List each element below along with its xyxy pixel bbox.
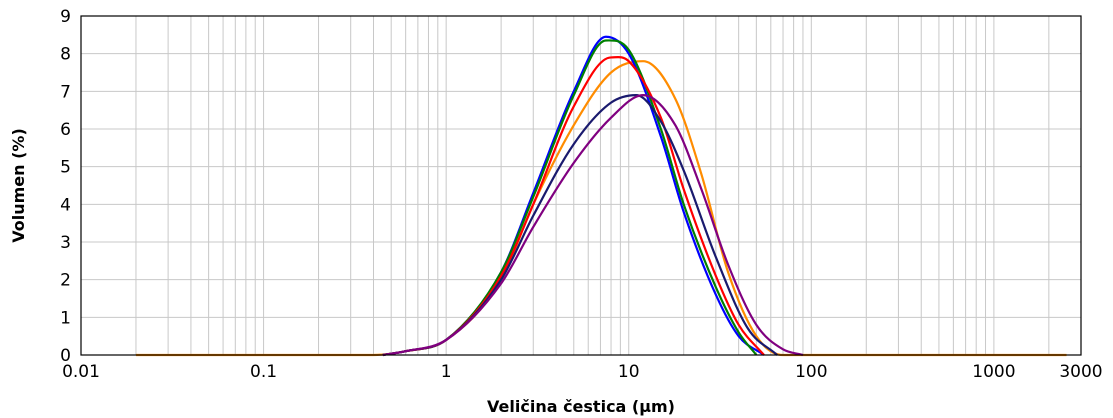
series-line-6: [382, 94, 804, 357]
y-tick-label: 2: [60, 271, 71, 291]
series-line-3: [382, 39, 758, 357]
y-axis-label: Volumen (%): [9, 128, 28, 243]
x-tick-label: 0.1: [250, 362, 277, 382]
y-tick-label: 9: [60, 7, 71, 27]
series-line-1: [135, 60, 1067, 357]
x-tick-labels: 0.01 0.1 1 10 100 1000 3000: [62, 362, 1103, 382]
y-tick-label: 6: [60, 120, 71, 140]
y-tick-label: 5: [60, 158, 71, 178]
x-tick-label: 3000: [1059, 362, 1102, 382]
series-line-5: [382, 94, 778, 357]
x-tick-label: 100: [795, 362, 827, 382]
x-tick-label: 1000: [972, 362, 1015, 382]
y-tick-label: 4: [60, 195, 71, 215]
y-tick-label: 0: [60, 346, 71, 366]
plot-frame: [80, 15, 1082, 356]
y-tick-label: 1: [60, 308, 71, 328]
y-tick-label: 3: [60, 233, 71, 253]
grid: [81, 16, 1081, 355]
x-tick-label: 0.01: [62, 362, 100, 382]
y-tick-label: 7: [60, 82, 71, 102]
x-tick-label: 1: [441, 362, 452, 382]
y-tick-labels: 0 1 2 3 4 5 6 7 8 9: [60, 7, 71, 366]
series-group: [135, 35, 1067, 357]
x-axis-label: Veličina čestica (µm): [487, 397, 675, 416]
y-tick-label: 8: [60, 45, 71, 65]
x-tick-label: 10: [618, 362, 640, 382]
